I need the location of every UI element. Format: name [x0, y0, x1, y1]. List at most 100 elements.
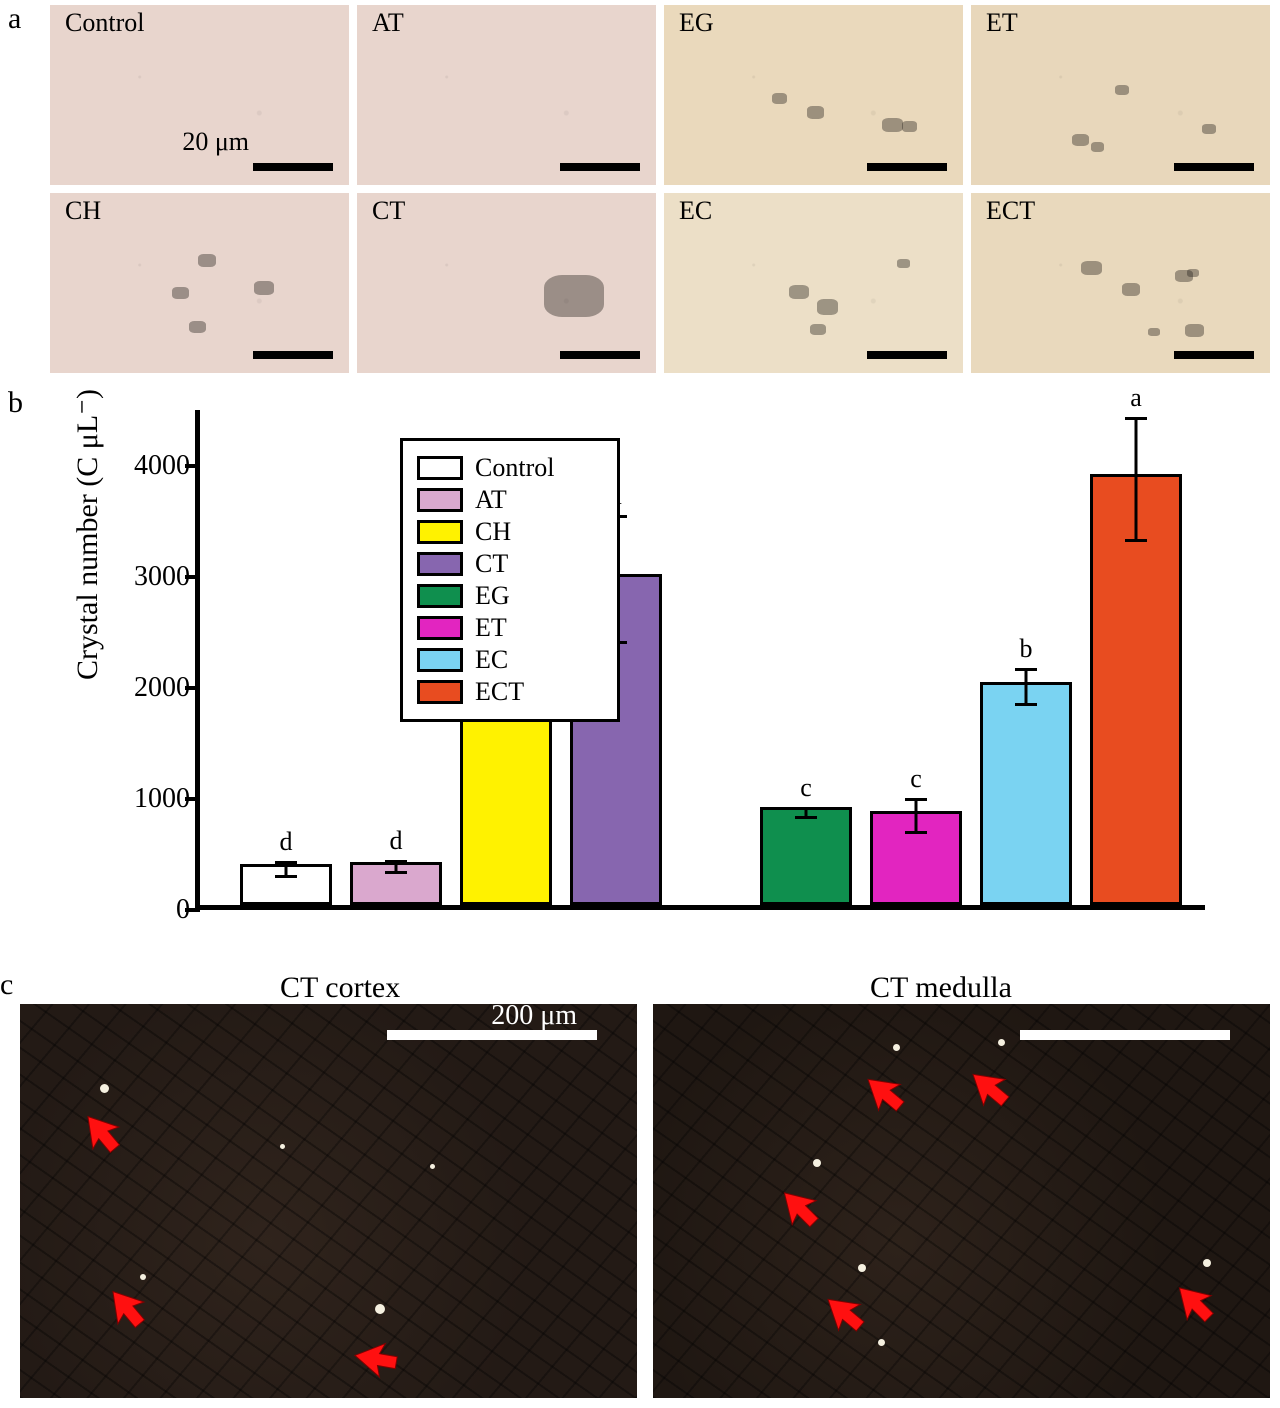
chart-area: ControlATCHCTEGETECECT ddbaccba [195, 410, 1205, 910]
crystal-spot [813, 1159, 821, 1167]
y-tick-label: 2000 [115, 672, 190, 704]
panel-c-grid: 200 μm [20, 1004, 1270, 1398]
legend-label: AT [475, 485, 507, 515]
error-cap [275, 875, 297, 878]
arrow-icon [852, 1060, 921, 1128]
legend-item-ec: EC [417, 645, 603, 675]
error-cap [1015, 703, 1037, 706]
arrow-icon [1162, 1270, 1231, 1339]
scale-bar [253, 351, 333, 359]
panel-c-label: c [0, 968, 13, 1002]
legend-swatch [417, 552, 463, 576]
scale-bar [1020, 1030, 1230, 1040]
error-bar [915, 799, 918, 832]
error-cap [1015, 668, 1037, 671]
panel-b-chart: Crystal number (C μL⁻) ControlATCHCTEGET… [80, 390, 1240, 960]
legend-item-ct: CT [417, 549, 603, 579]
crystal-spot [858, 1264, 866, 1272]
y-tick-label: 4000 [115, 450, 190, 482]
arrow-icon [69, 1100, 137, 1169]
panel-c-title-right: CT medulla [870, 971, 1012, 1005]
significance-label: d [390, 826, 403, 856]
micro-image-ec: EC [664, 193, 963, 373]
panel-b-label: b [8, 386, 23, 420]
crystal-spot [430, 1164, 435, 1169]
error-cap [385, 860, 407, 863]
panel-a-grid: Control 20 μm AT EG ET CH CT EC ECT [50, 5, 1270, 373]
arrow-icon [812, 1280, 881, 1348]
legend-label: CT [475, 549, 508, 579]
legend-swatch [417, 680, 463, 704]
scale-bar [253, 163, 333, 171]
legend-item-control: Control [417, 453, 603, 483]
micro-image-ect: ECT [971, 193, 1270, 373]
micro-label: ET [986, 8, 1018, 38]
y-axis-label: Crystal number (C μL⁻) [70, 389, 105, 680]
legend-swatch [417, 456, 463, 480]
bar-eg [760, 807, 852, 905]
legend-swatch [417, 520, 463, 544]
arrow-icon [957, 1055, 1026, 1123]
tissue-image-0: 200 μm [20, 1004, 637, 1398]
error-cap [1125, 539, 1147, 542]
arrow-icon [349, 1332, 407, 1386]
legend-item-at: AT [417, 485, 603, 515]
micro-label: EG [679, 8, 714, 38]
bar-ec [980, 682, 1072, 905]
crystal-spot [893, 1044, 900, 1051]
error-cap [275, 861, 297, 864]
micro-label: ECT [986, 196, 1035, 226]
legend-item-ch: CH [417, 517, 603, 547]
error-cap [1125, 417, 1147, 420]
significance-label: b [1020, 634, 1033, 664]
scale-bar [1174, 163, 1254, 171]
micro-label: CH [65, 196, 101, 226]
error-cap [905, 831, 927, 834]
micro-label: CT [372, 196, 405, 226]
crystal-spot [280, 1144, 285, 1149]
y-tick-label: 1000 [115, 783, 190, 815]
error-cap [795, 807, 817, 810]
significance-label: d [280, 827, 293, 857]
micro-label: AT [372, 8, 404, 38]
legend-label: CH [475, 517, 511, 547]
crystal-spot [375, 1304, 385, 1314]
y-tick-label: 0 [115, 894, 190, 926]
micro-image-control: Control 20 μm [50, 5, 349, 185]
scale-bar [1174, 351, 1254, 359]
crystal-spot [998, 1039, 1005, 1046]
arrow-icon [94, 1275, 162, 1344]
chart-legend: ControlATCHCTEGETECECT [400, 438, 620, 722]
scale-bar [867, 351, 947, 359]
error-cap [795, 816, 817, 819]
error-cap [905, 798, 927, 801]
significance-label: c [800, 773, 812, 803]
tissue-image-1 [653, 1004, 1270, 1398]
error-cap [385, 871, 407, 874]
panel-a-label: a [8, 2, 21, 36]
scale-bar [560, 163, 640, 171]
scale-text: 200 μm [491, 1004, 577, 1032]
panel-c-title-left: CT cortex [280, 971, 400, 1005]
scale-bar [867, 163, 947, 171]
micro-image-ch: CH [50, 193, 349, 373]
legend-item-et: ET [417, 613, 603, 643]
legend-swatch [417, 488, 463, 512]
scale-text: 20 μm [182, 127, 249, 157]
legend-swatch [417, 584, 463, 608]
crystal-spot [878, 1339, 885, 1346]
micro-image-et: ET [971, 5, 1270, 185]
micro-label: Control [65, 8, 144, 38]
y-tick-label: 3000 [115, 561, 190, 593]
scale-bar [560, 351, 640, 359]
crystal-spot [1203, 1259, 1211, 1267]
legend-swatch [417, 616, 463, 640]
micro-image-at: AT [357, 5, 656, 185]
legend-item-ect: ECT [417, 677, 603, 707]
legend-label: Control [475, 453, 554, 483]
legend-label: EG [475, 581, 510, 611]
arrow-icon [767, 1175, 836, 1244]
micro-label: EC [679, 196, 712, 226]
crystal-spot [100, 1084, 109, 1093]
error-bar [1025, 669, 1028, 705]
